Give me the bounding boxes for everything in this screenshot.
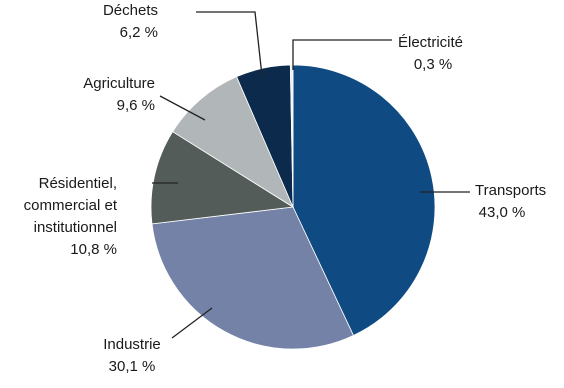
slice-value-label: 43,0 % — [479, 204, 526, 221]
slice-value-label: 9,6 % — [117, 97, 155, 114]
slice-label: Déchets — [103, 2, 158, 19]
pie-slice — [292, 64, 436, 337]
slice-value-label: 10,8 % — [70, 241, 117, 258]
leader-line — [196, 11, 263, 77]
slice-label: Industrie — [103, 336, 161, 353]
pie-slice — [150, 131, 295, 225]
pie-slice — [151, 206, 354, 350]
slice-label: Agriculture — [83, 75, 155, 92]
slice-label: Transports — [475, 182, 546, 199]
leader-line — [292, 39, 392, 70]
slice-value-label: 0,3 % — [414, 56, 452, 73]
slice-value-label: 6,2 % — [120, 24, 158, 41]
slice-value-label: 30,1 % — [109, 358, 156, 375]
pie-slice — [172, 76, 294, 209]
slice-label: Électricité — [398, 34, 463, 51]
leader-line — [159, 95, 206, 121]
slice-label: Résidentiel, commercial et institutionnel — [24, 175, 118, 236]
leader-line — [171, 307, 213, 339]
